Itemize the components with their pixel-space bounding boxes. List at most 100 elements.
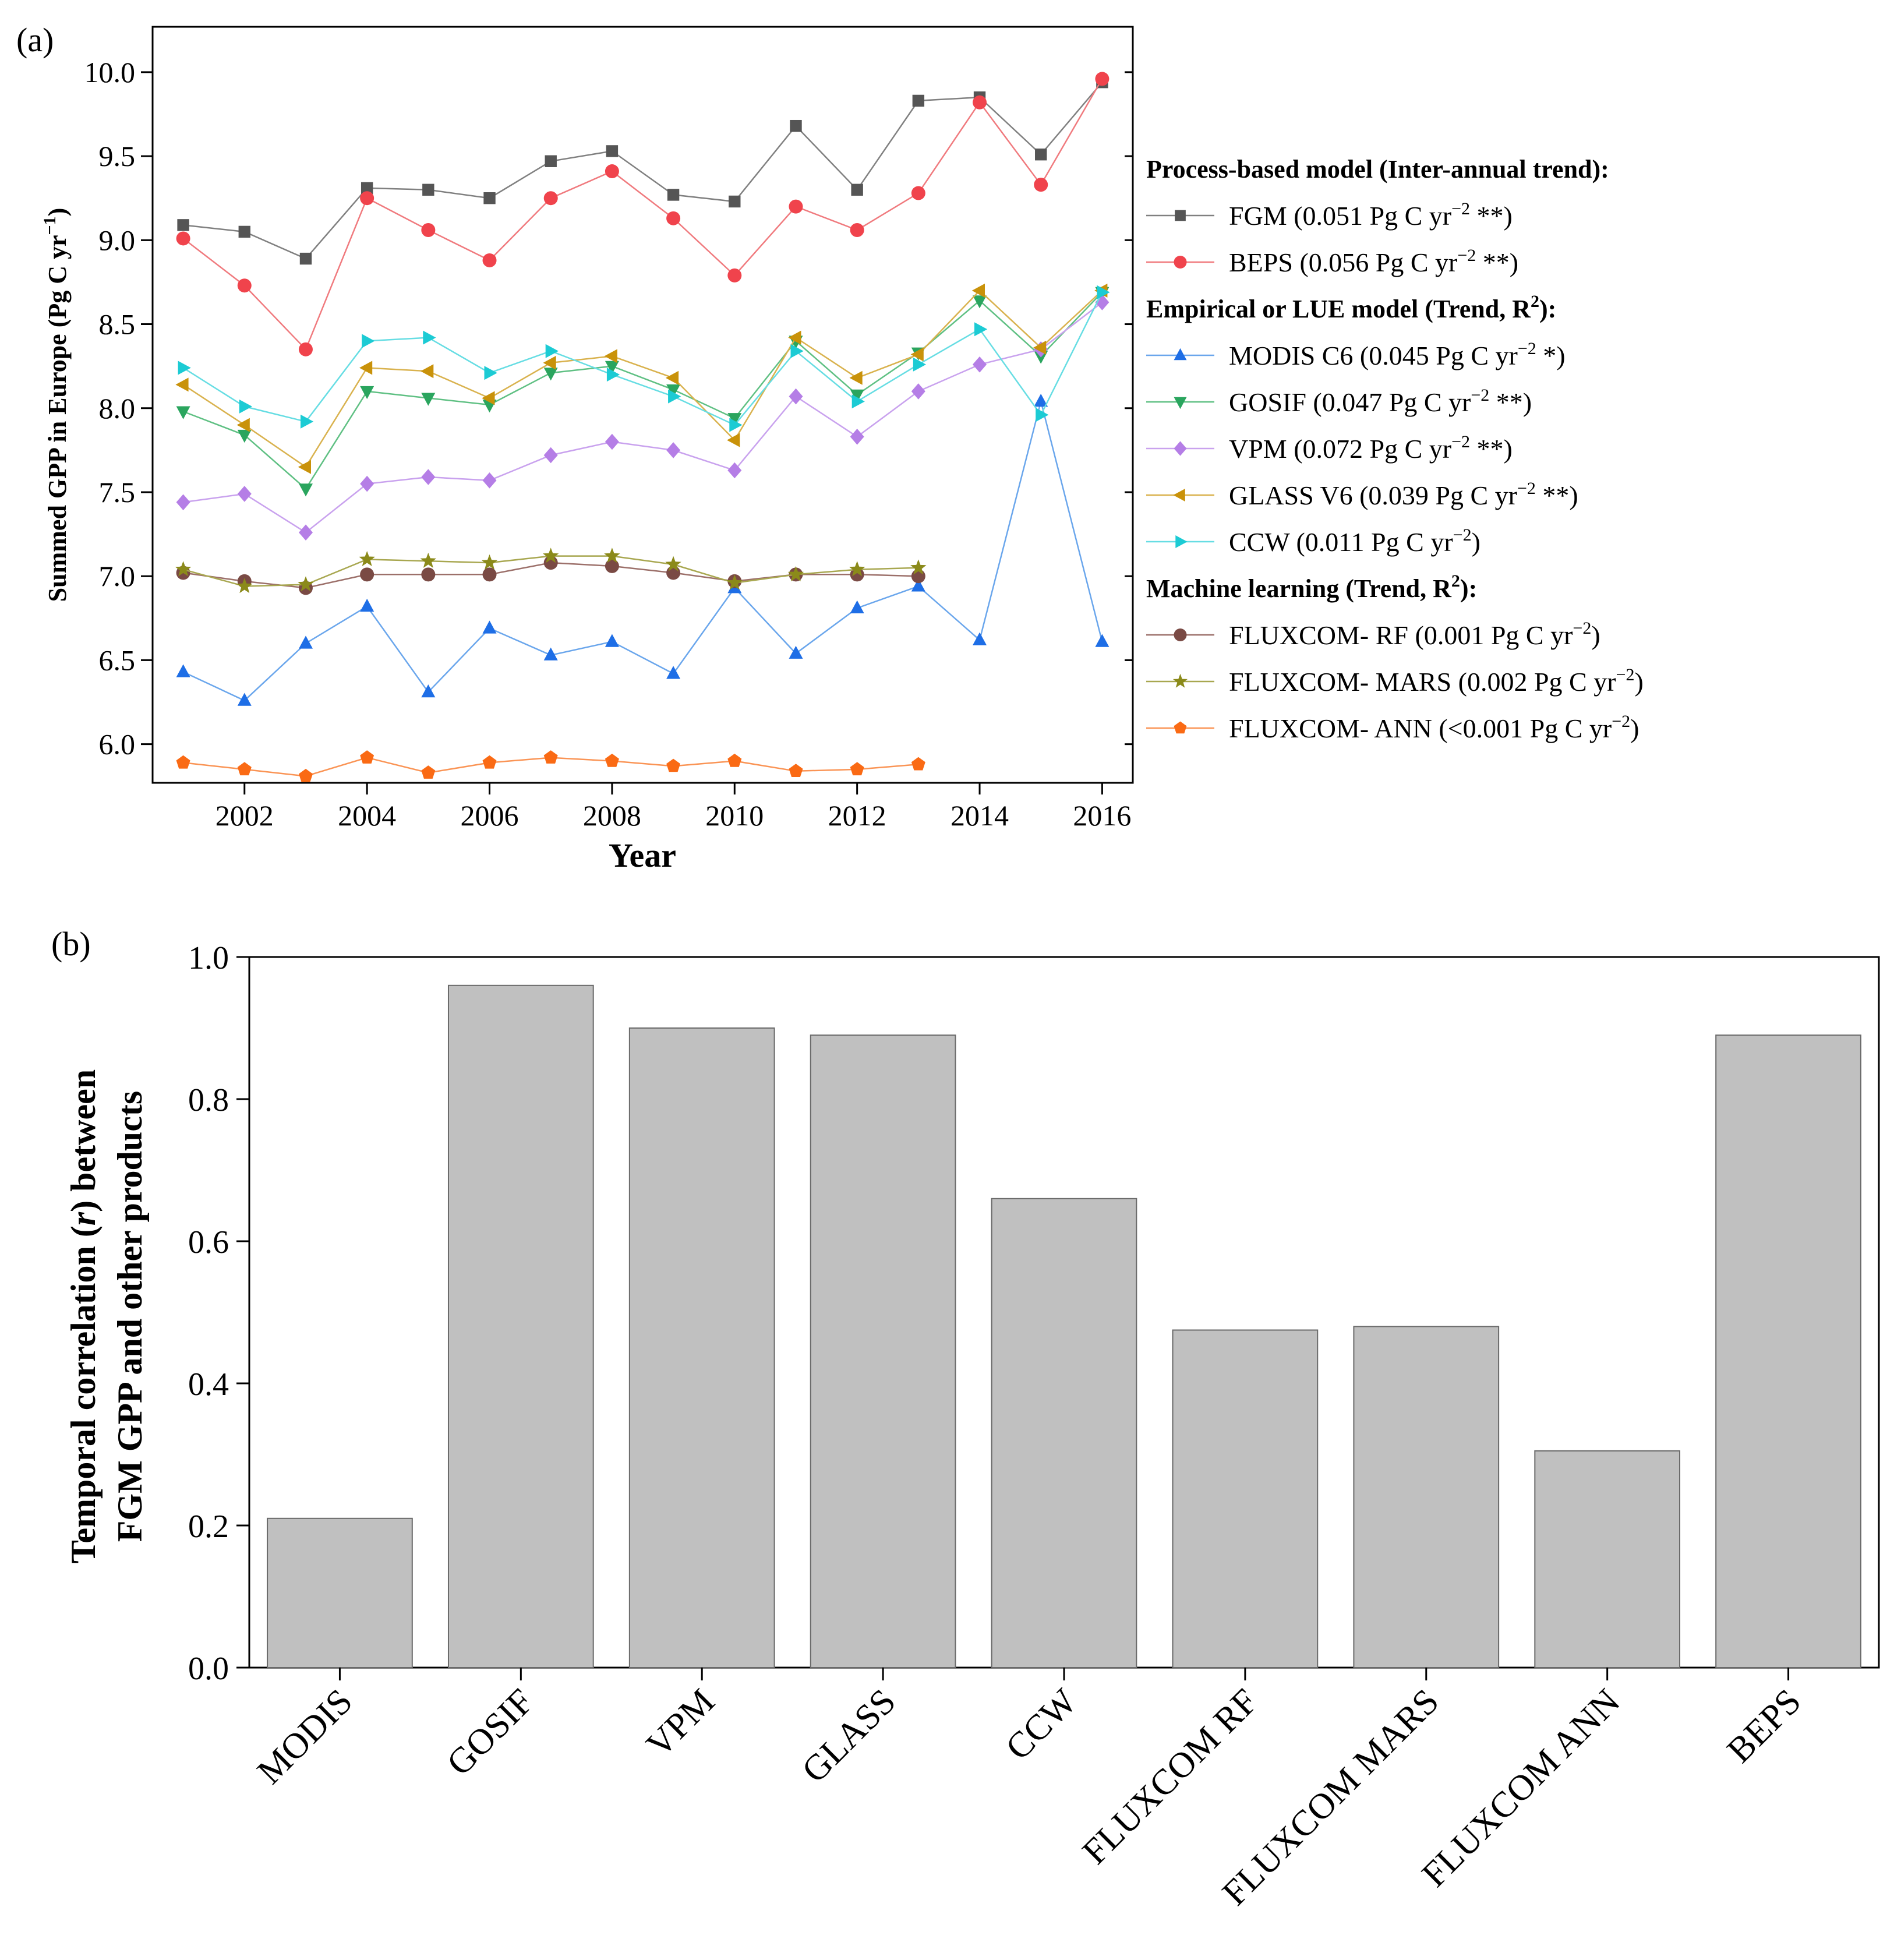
legend-marker-fluxcom-rf	[1174, 628, 1187, 641]
data-point-fluxcom-rf	[360, 567, 374, 582]
legend-item-fluxcom-mars: FLUXCOM- MARS (0.002 Pg C yr−2)	[1146, 665, 1644, 697]
y-axis-title-a-sup: −1	[40, 216, 59, 235]
category-label-beps: BEPS	[1720, 1682, 1809, 1771]
series-line-beps	[182, 78, 1103, 351]
legend-label: BEPS (0.056 Pg C yr−2 **)	[1229, 246, 1518, 277]
data-point-ccw	[178, 361, 191, 375]
data-point-fgm	[299, 252, 312, 265]
data-point-beps	[176, 231, 190, 246]
legend-marker-ccw	[1175, 535, 1188, 548]
data-point-glass-v6	[665, 370, 679, 385]
legend-label-main: MODIS C6 (0.045 Pg C yr	[1229, 341, 1518, 370]
data-point-vpm	[360, 475, 374, 492]
data-point-modis-c6	[543, 647, 558, 661]
data-point-fluxcom-mars	[543, 548, 559, 563]
legend-label: GOSIF (0.047 Pg C yr−2 **)	[1229, 386, 1532, 417]
data-point-ccw	[1097, 285, 1110, 299]
data-point-vpm	[727, 462, 742, 479]
data-point-fgm	[912, 94, 925, 107]
panel-a-line-chart: 2002 2004 2006 2008 2010 2012 2014 2016 6.0 6.5 7…	[40, 26, 1644, 874]
legend-label-sup: −2	[1517, 479, 1536, 498]
data-point-fluxcom-ann	[850, 762, 864, 776]
panel-b-bar-chart: 0.0 0.2 0.4 0.6 0.8 1.0 MODIS GOSIF VPM GLASS CCW…	[64, 940, 1880, 1913]
y-axis-title-a-main: Summed GPP in Europe (Pg C yr	[43, 235, 72, 602]
data-point-glass-v6	[543, 355, 556, 370]
legend-label-end: )	[1472, 527, 1480, 557]
y-axis-title-b-pre: Temporal correlation (	[64, 1226, 103, 1563]
y-tick-label-b: 1.0	[188, 940, 229, 976]
data-point-vpm	[237, 486, 252, 502]
legend-label: FGM (0.051 Pg C yr−2 **)	[1229, 199, 1513, 231]
data-point-fluxcom-mars	[665, 556, 681, 571]
data-point-ccw	[301, 414, 314, 429]
series-layer-a	[175, 72, 1110, 782]
series-line-vpm	[183, 302, 1103, 534]
data-point-fgm	[1035, 149, 1047, 161]
data-point-gosif	[299, 483, 313, 497]
legend-label-sup: −2	[1518, 339, 1536, 358]
data-point-beps	[1095, 72, 1109, 86]
data-point-beps	[298, 342, 313, 356]
x-tick-label-a: 2016	[1073, 799, 1131, 832]
legend-label-end: )	[1630, 714, 1639, 743]
legend-marker-vpm	[1174, 441, 1187, 456]
data-point-fluxcom-mars	[910, 559, 927, 575]
data-point-fgm	[790, 119, 802, 132]
category-label-glass: GLASS	[794, 1682, 903, 1791]
data-point-fgm	[483, 192, 496, 204]
data-point-vpm	[299, 524, 313, 541]
legend-label-main: FLUXCOM- ANN (<0.001 Pg C yr	[1229, 714, 1612, 743]
data-point-ccw	[729, 418, 743, 432]
series-line-gosif	[183, 291, 1103, 490]
y-tick-label-a: 6.5	[99, 644, 136, 676]
data-point-ccw	[974, 322, 988, 337]
legend-label-sup: −2	[1457, 246, 1476, 265]
x-tick-label-a: 2006	[461, 799, 519, 832]
panel-label-b: (b)	[51, 925, 91, 963]
data-point-modis-c6	[1034, 394, 1048, 407]
data-point-fluxcom-ann	[605, 753, 619, 767]
legend-group-title-main: Machine learning (Trend, R	[1146, 574, 1452, 603]
plot-area-a	[151, 26, 1134, 784]
y-axis-title-b-line2: FGM GPP and other products	[111, 1091, 149, 1542]
series-gosif	[176, 287, 1109, 497]
data-point-beps	[850, 223, 864, 238]
legend-group-title-sup: 2	[1451, 571, 1460, 591]
y-tick-label-a: 7.5	[99, 476, 136, 508]
data-point-beps	[789, 199, 803, 214]
data-point-modis-c6	[850, 600, 864, 613]
x-tick-label-a: 2014	[950, 799, 1009, 832]
legend-label: FLUXCOM- ANN (<0.001 Pg C yr−2)	[1229, 712, 1639, 743]
data-point-vpm	[482, 472, 497, 489]
series-line-fgm	[183, 82, 1103, 260]
legend-label-sup: −2	[1453, 525, 1472, 545]
data-point-modis-c6	[973, 632, 987, 645]
data-point-fluxcom-mars	[787, 566, 804, 581]
data-point-beps	[973, 95, 987, 110]
series-line-glass-v6	[182, 289, 1103, 468]
data-point-beps	[911, 186, 925, 200]
x-tick-label-a: 2012	[828, 799, 886, 832]
y-axis-a: 6.0 6.5 7.0 7.5 8.0 8.5 9.0 9.5 10.0	[84, 56, 1133, 761]
data-point-gosif	[850, 389, 864, 402]
data-point-fgm	[545, 155, 557, 167]
data-point-fluxcom-ann	[421, 765, 436, 779]
legend-group-title-sup: 2	[1531, 292, 1539, 311]
data-point-glass-v6	[849, 370, 863, 385]
data-point-glass-v6	[727, 433, 740, 447]
data-point-glass-v6	[482, 391, 495, 405]
data-point-gosif	[605, 361, 619, 374]
data-point-modis-c6	[911, 578, 925, 592]
bar-fluxcom-ann	[1534, 1450, 1681, 1668]
data-point-vpm	[973, 356, 987, 373]
data-point-glass-v6	[359, 361, 373, 375]
category-label-gosif: GOSIF	[439, 1682, 541, 1784]
data-point-fgm	[361, 182, 373, 195]
legend-item-fluxcom-ann: FLUXCOM- ANN (<0.001 Pg C yr−2)	[1146, 712, 1639, 743]
data-point-gosif	[666, 384, 681, 398]
bar-modis	[267, 1517, 413, 1669]
data-point-ccw	[423, 330, 436, 345]
legend-item-ccw: CCW (0.011 Pg C yr−2)	[1146, 525, 1480, 557]
data-point-vpm	[789, 388, 803, 405]
